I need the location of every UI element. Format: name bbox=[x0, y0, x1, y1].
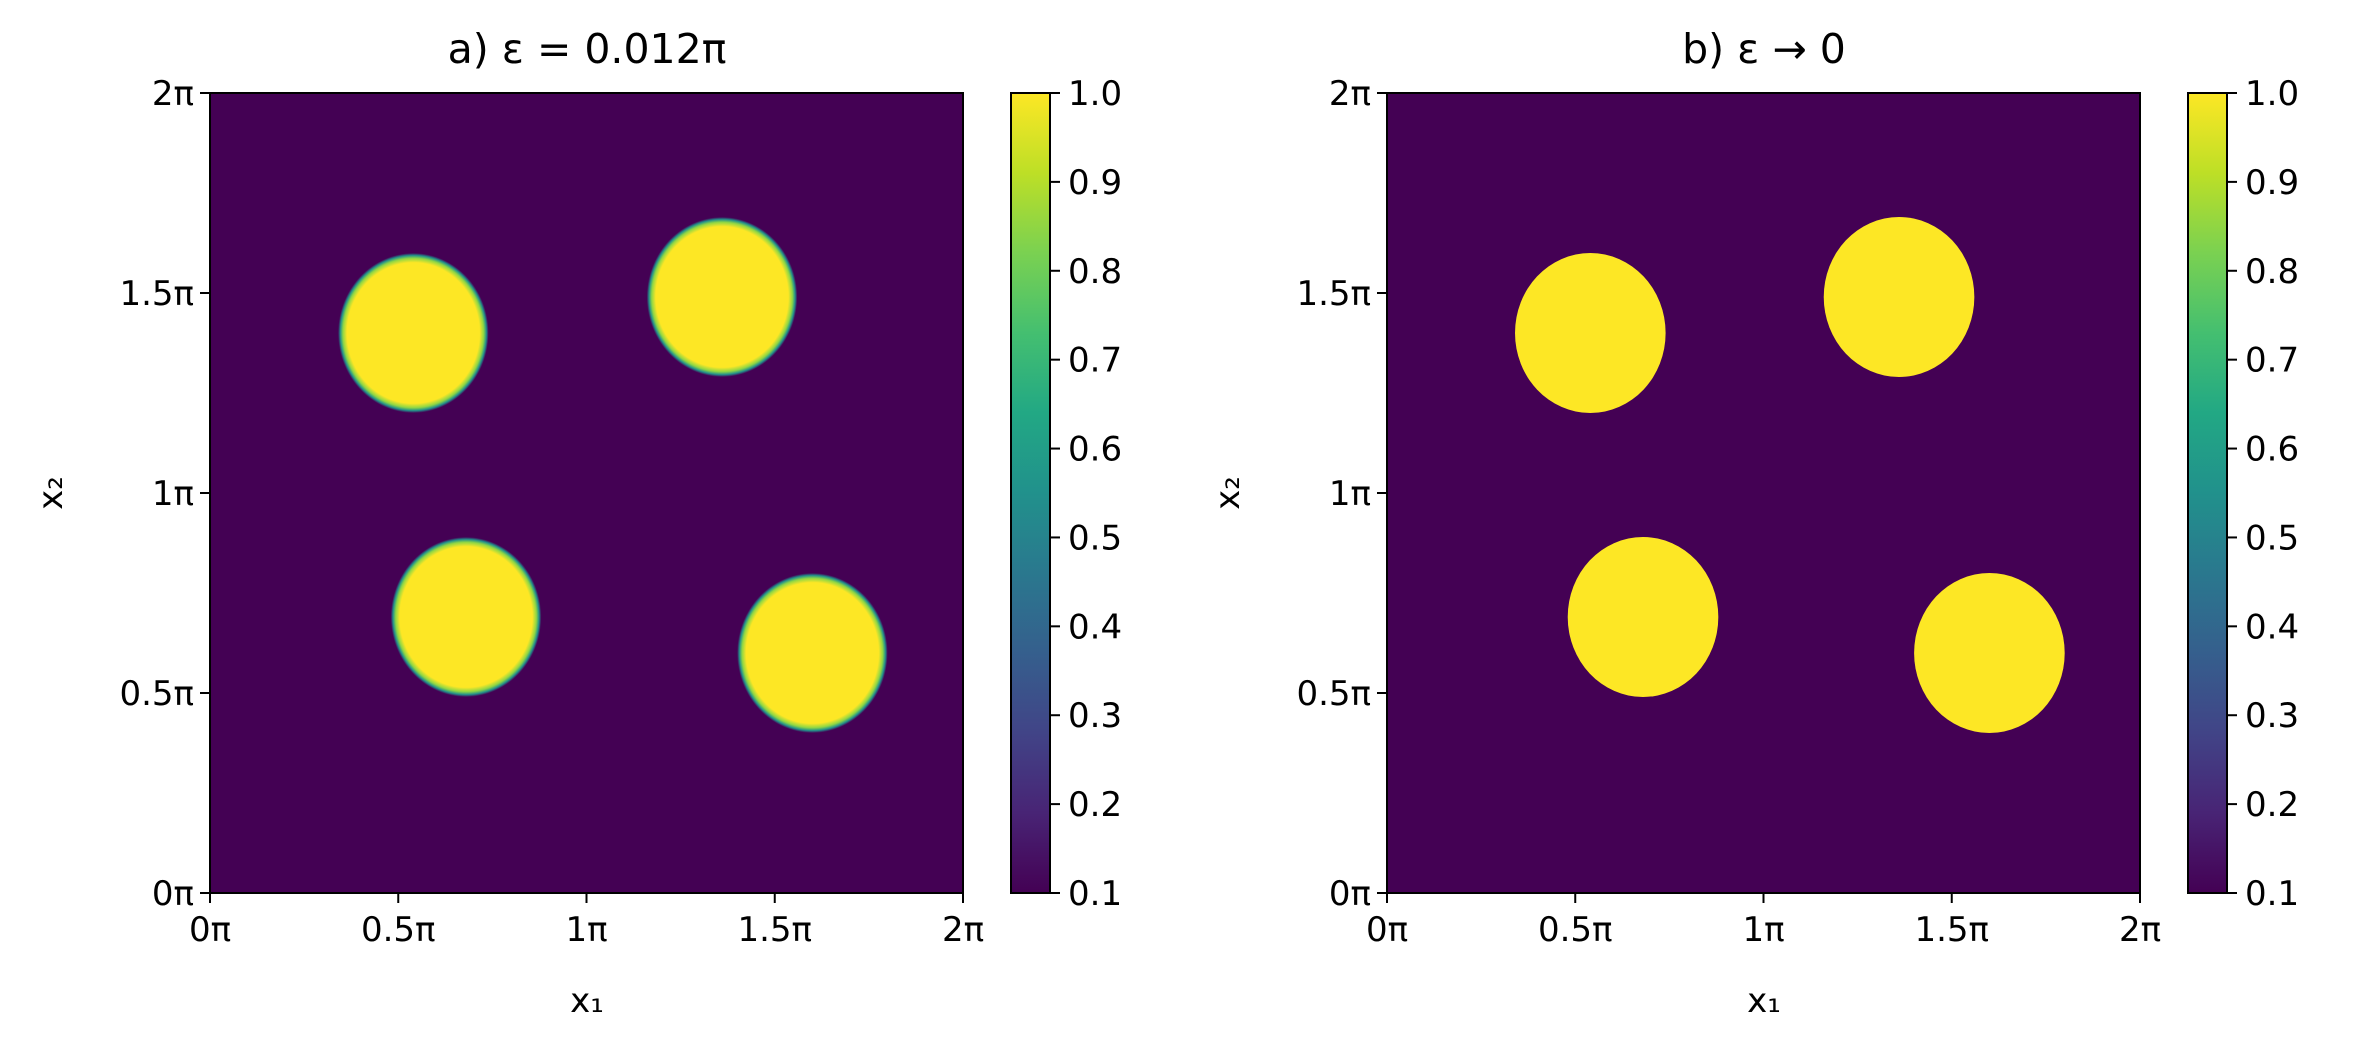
panel-b-ytick-label: 1π bbox=[1329, 474, 1371, 514]
panel-b-inclusion-3 bbox=[1567, 537, 1719, 697]
panel-b-colorbar-tick-label: 0.4 bbox=[2245, 607, 2299, 647]
panel-a-plot-area bbox=[209, 92, 964, 894]
panel-a-ytick-label: 0.5π bbox=[119, 674, 194, 714]
panel-b-colorbar-tick-label: 0.1 bbox=[2245, 874, 2299, 914]
panel-a-ylabel: x₂ bbox=[31, 476, 71, 510]
panel-a-colorbar-tick-label: 0.9 bbox=[1068, 163, 1122, 203]
panel-b-title: b) ε → 0 bbox=[1682, 25, 1846, 73]
panel-a: a) ε = 0.012π 0π 0.5π 1π 1.5π 2π 0π 0.5π 1π 1.5… bbox=[31, 25, 1122, 1021]
panel-b-ytick-label: 0π bbox=[1329, 874, 1371, 914]
panel-b-colorbar-tick-label: 0.3 bbox=[2245, 696, 2299, 736]
panel-a-ytick-label: 1.5π bbox=[119, 274, 194, 314]
panel-a-colorbar-tick-label: 0.5 bbox=[1068, 518, 1122, 558]
panel-a-xlabel: x₁ bbox=[570, 981, 604, 1021]
panel-a-xtick-label: 0π bbox=[189, 910, 231, 950]
panel-b-ylabel: x₂ bbox=[1208, 476, 1248, 510]
panel-b-colorbar-tick-label: 0.2 bbox=[2245, 785, 2299, 825]
panel-b-xtick-label: 2π bbox=[2119, 910, 2161, 950]
panel-b-ytick-label: 1.5π bbox=[1296, 274, 1371, 314]
panel-a-xtick-label: 2π bbox=[942, 910, 984, 950]
panel-b-field-background bbox=[1387, 93, 2140, 893]
panel-a-title: a) ε = 0.012π bbox=[448, 25, 727, 73]
panel-b-y-ticks: 0π 0.5π 1π 1.5π 2π bbox=[1296, 74, 1387, 914]
panel-b-ytick-label: 2π bbox=[1329, 74, 1371, 114]
panel-b-inclusion-4 bbox=[1914, 573, 2065, 733]
panel-b-xtick-label: 0.5π bbox=[1538, 910, 1613, 950]
panel-b-inclusion-1 bbox=[1515, 253, 1666, 413]
panel-a-colorbar-tick-label: 0.7 bbox=[1068, 341, 1122, 381]
panel-a-colorbar-tick-label: 0.2 bbox=[1068, 785, 1122, 825]
panel-a-xtick-label: 1.5π bbox=[737, 910, 812, 950]
panel-b: b) ε → 0 0π 0.5π 1π 1.5π 2π 0π 0.5π 1π 1.5π 2π x… bbox=[1208, 25, 2299, 1021]
panel-a-y-ticks: 0π 0.5π 1π 1.5π 2π bbox=[119, 74, 210, 914]
panel-b-colorbar-tick-label: 0.7 bbox=[2245, 341, 2299, 381]
panel-b-xlabel: x₁ bbox=[1747, 981, 1781, 1021]
panel-a-inclusion-2 bbox=[646, 217, 798, 377]
panel-a-inclusion-3 bbox=[390, 537, 542, 697]
panel-b-colorbar-tick-label: 1.0 bbox=[2245, 74, 2299, 114]
panel-b-xtick-label: 1.5π bbox=[1914, 910, 1989, 950]
panel-b-colorbar-gradient bbox=[2187, 92, 2228, 894]
panel-a-colorbar-tick-label: 0.6 bbox=[1068, 430, 1122, 470]
panel-b-xtick-label: 0π bbox=[1366, 910, 1408, 950]
panel-a-colorbar-tick-label: 0.1 bbox=[1068, 874, 1122, 914]
panel-a-xtick-label: 0.5π bbox=[361, 910, 436, 950]
panel-a-colorbar-tick-label: 0.3 bbox=[1068, 696, 1122, 736]
panel-b-colorbar-tick-label: 0.8 bbox=[2245, 252, 2299, 292]
panel-b-plot-area bbox=[1386, 92, 2141, 894]
panel-b-colorbar-tick-label: 0.6 bbox=[2245, 430, 2299, 470]
panel-a-ytick-label: 0π bbox=[152, 874, 194, 914]
panel-a-x-ticks: 0π 0.5π 1π 1.5π 2π bbox=[189, 893, 984, 950]
panel-a-inclusion-1 bbox=[338, 253, 489, 413]
panel-a-colorbar: 0.1 0.2 0.3 0.4 0.5 0.6 0.7 0.8 0.9 1.0 bbox=[1010, 74, 1122, 914]
panel-a-field-background bbox=[210, 93, 963, 893]
panel-a-colorbar-tick-label: 0.8 bbox=[1068, 252, 1122, 292]
panel-a-colorbar-tick-label: 1.0 bbox=[1068, 74, 1122, 114]
panel-b-xtick-label: 1π bbox=[1742, 910, 1784, 950]
panel-a-xtick-label: 1π bbox=[565, 910, 607, 950]
panel-b-colorbar-tick-label: 0.9 bbox=[2245, 163, 2299, 203]
panel-a-ytick-label: 1π bbox=[152, 474, 194, 514]
panel-a-colorbar-tick-label: 0.4 bbox=[1068, 607, 1122, 647]
panel-b-x-ticks: 0π 0.5π 1π 1.5π 2π bbox=[1366, 893, 2161, 950]
panel-b-colorbar-tick-label: 0.5 bbox=[2245, 518, 2299, 558]
panel-a-ytick-label: 2π bbox=[152, 74, 194, 114]
panel-a-inclusion-4 bbox=[737, 573, 888, 733]
panel-a-colorbar-gradient bbox=[1010, 92, 1051, 894]
panel-b-colorbar: 0.1 0.2 0.3 0.4 0.5 0.6 0.7 0.8 0.9 1.0 bbox=[2187, 74, 2299, 914]
panel-b-inclusion-2 bbox=[1823, 217, 1975, 377]
panel-b-ytick-label: 0.5π bbox=[1296, 674, 1371, 714]
